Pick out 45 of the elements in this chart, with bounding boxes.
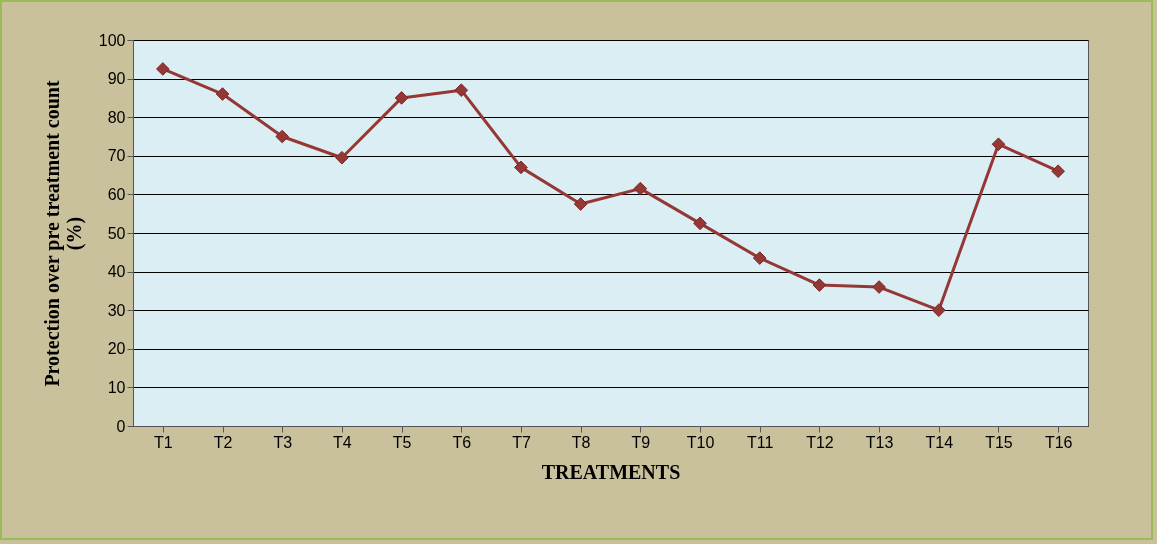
y-tick-label: 40 — [107, 263, 126, 281]
x-tick-label: T15 — [985, 433, 1013, 451]
point — [693, 216, 707, 231]
y-tick-label: 10 — [107, 378, 126, 396]
point — [931, 303, 946, 318]
y-tick-label: 0 — [116, 417, 126, 435]
point — [573, 197, 588, 211]
x-tick-label: T10 — [686, 433, 715, 451]
x-tick-label: T12 — [806, 433, 834, 451]
point — [812, 278, 827, 292]
x-tick-label: T13 — [865, 433, 894, 451]
y-tick-label: 70 — [107, 147, 126, 165]
point — [275, 129, 290, 144]
point — [991, 137, 1006, 152]
x-tick-label: T16 — [1044, 433, 1073, 451]
x-tick-label: T5 — [392, 433, 412, 451]
point — [633, 181, 648, 196]
point — [394, 91, 409, 105]
y-axis-title: Protection over pre treatment count (%) — [40, 80, 86, 387]
x-tick-label: T2 — [213, 433, 233, 451]
x-tick-label: T11 — [747, 433, 774, 451]
y-tick-label: 20 — [107, 340, 126, 358]
point — [514, 160, 528, 175]
point — [752, 251, 767, 265]
y-tick-label: 100 — [98, 31, 126, 49]
point — [335, 150, 349, 165]
x-axis-title: TREATMENTS — [541, 460, 681, 483]
y-tick-label: 80 — [107, 108, 126, 126]
point — [872, 280, 886, 294]
x-tick-label: T9 — [631, 433, 651, 451]
x-tick-label: T14 — [925, 433, 954, 451]
y-tick-label: 90 — [107, 70, 126, 88]
x-tick-label: T6 — [452, 433, 472, 451]
y-tick-label: 60 — [107, 185, 126, 203]
point — [1051, 164, 1065, 179]
x-tick-label: T1 — [154, 433, 173, 451]
point — [215, 87, 230, 101]
x-tick-label: T8 — [571, 433, 591, 451]
point — [156, 62, 170, 76]
y-tick-label: 30 — [107, 301, 126, 319]
x-tick-label: T7 — [512, 433, 531, 451]
x-tick-label: T3 — [273, 433, 293, 451]
x-tick-label: T4 — [333, 433, 352, 451]
y-tick-label: 50 — [107, 224, 126, 242]
point — [454, 83, 469, 98]
